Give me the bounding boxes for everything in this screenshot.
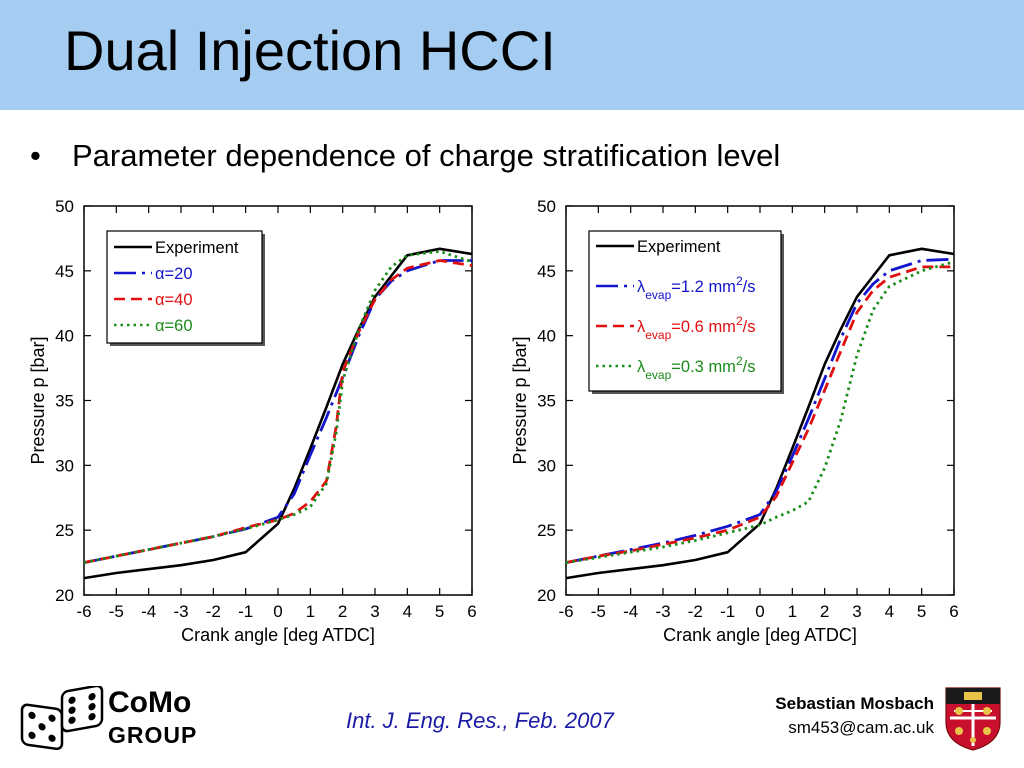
x-tick-label: -6 — [558, 602, 573, 621]
bullet-point: • Parameter dependence of charge stratifi… — [30, 138, 780, 174]
x-tick-label: 5 — [917, 602, 926, 621]
legend-label-0: Experiment — [637, 238, 721, 256]
author-name: Sebastian Mosbach — [775, 694, 934, 713]
citation: Int. J. Eng. Res., Feb. 2007 — [346, 708, 614, 733]
cambridge-crest-icon — [945, 687, 1001, 751]
x-tick-label: -5 — [109, 602, 124, 621]
y-tick-label: 45 — [537, 262, 556, 281]
y-tick-label: 50 — [55, 197, 74, 216]
x-tick-label: -6 — [76, 602, 91, 621]
y-tick-label: 35 — [537, 392, 556, 411]
slide-title: Dual Injection HCCI — [64, 19, 556, 82]
legend — [106, 230, 263, 344]
y-tick-label: 20 — [537, 586, 556, 605]
series-line-3 — [83, 250, 473, 564]
logo-group-label: GROUP — [108, 722, 198, 748]
x-tick-label: 1 — [306, 602, 315, 621]
y-tick-label: 25 — [537, 521, 556, 540]
x-tick-label: 6 — [467, 602, 476, 621]
legend-label-0: Experiment — [155, 239, 239, 257]
x-tick-label: 2 — [338, 602, 347, 621]
y-axis-label: Pressure p [bar] — [510, 336, 530, 464]
dice-icon — [20, 686, 104, 751]
legend-label-2: α=40 — [155, 291, 193, 309]
x-tick-label: -2 — [206, 602, 221, 621]
x-tick-label: 5 — [435, 602, 444, 621]
como-logo-text: CoMo GROUP — [108, 688, 197, 747]
legend-label-3: λevap=0.3 mm2/s — [637, 354, 755, 382]
x-tick-label: 0 — [273, 602, 282, 621]
x-tick-label: 4 — [885, 602, 894, 621]
logo-name: CoMo — [108, 686, 192, 719]
x-tick-label: 2 — [820, 602, 829, 621]
author-block: Sebastian Mosbach sm453@cam.ac.uk — [775, 694, 934, 738]
y-tick-label: 25 — [55, 521, 74, 540]
y-tick-label: 50 — [537, 197, 556, 216]
y-tick-label: 30 — [537, 456, 556, 475]
legend-label-1: λevap=1.2 mm2/s — [637, 274, 755, 302]
x-tick-label: -4 — [623, 602, 638, 621]
y-tick-label: 30 — [55, 456, 74, 475]
x-tick-label: 0 — [755, 602, 764, 621]
title-bar — [0, 0, 1024, 110]
x-tick-label: 1 — [788, 602, 797, 621]
legend-label-2: λevap=0.6 mm2/s — [637, 314, 755, 342]
y-tick-label: 20 — [55, 586, 74, 605]
x-tick-label: -1 — [238, 602, 253, 621]
y-tick-label: 40 — [55, 327, 74, 346]
x-tick-label: 6 — [949, 602, 958, 621]
x-tick-label: -4 — [141, 602, 156, 621]
series-line-2 — [565, 265, 954, 564]
x-tick-label: 3 — [370, 602, 379, 621]
legend-label-3: α=60 — [155, 317, 193, 335]
y-axis-label: Pressure p [bar] — [28, 336, 48, 464]
y-tick-label: 40 — [537, 327, 556, 346]
x-tick-label: -3 — [173, 602, 188, 621]
y-tick-label: 35 — [55, 392, 74, 411]
x-tick-label: -2 — [688, 602, 703, 621]
legend-label-1: α=20 — [155, 265, 193, 283]
x-axis-label: Crank angle [deg ATDC] — [663, 625, 857, 645]
x-tick-label: 3 — [852, 602, 861, 621]
x-tick-label: -1 — [720, 602, 735, 621]
x-tick-label: 4 — [403, 602, 412, 621]
author-email: sm453@cam.ac.uk — [788, 718, 934, 737]
series-line-0 — [83, 247, 473, 580]
series-line-0 — [565, 247, 955, 580]
y-tick-label: 45 — [55, 262, 74, 281]
x-tick-label: -3 — [655, 602, 670, 621]
bullet-icon: • — [30, 138, 41, 173]
bullet-text: Parameter dependence of charge stratific… — [72, 138, 781, 173]
legend — [588, 230, 782, 392]
x-tick-label: -5 — [591, 602, 606, 621]
x-axis-label: Crank angle [deg ATDC] — [181, 625, 375, 645]
